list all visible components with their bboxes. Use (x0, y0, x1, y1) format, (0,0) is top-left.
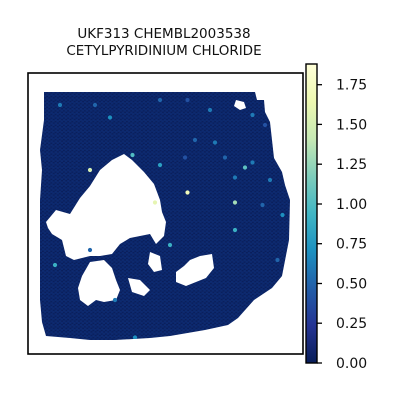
chart-title-line-1: UKF313 CHEMBL2003538 (77, 26, 250, 42)
spot-16 (250, 160, 255, 165)
chart-title-line-2: CETYLPYRIDINIUM CHLORIDE (66, 43, 261, 59)
colorbar-tick-label-3: 0.75 (336, 237, 367, 253)
spot-2 (157, 97, 163, 103)
spot-5 (207, 107, 213, 113)
spot-27 (52, 262, 58, 268)
spot-7 (262, 122, 268, 128)
tissue-heatmap (40, 92, 290, 340)
spot-26 (87, 247, 93, 253)
colorbar-tick-label-6: 1.50 (336, 117, 367, 133)
spot-13 (182, 155, 188, 160)
colorbar-tick-label-4: 1.00 (336, 197, 367, 213)
spot-9 (192, 137, 198, 143)
spot-6 (250, 112, 255, 118)
tissue-region (40, 92, 290, 340)
colorbar-tick-label-2: 0.50 (336, 277, 367, 293)
spot-28 (275, 257, 280, 263)
spot-1 (92, 102, 98, 108)
spot-23 (280, 212, 285, 218)
highlighted-spots (52, 97, 285, 340)
spot-21 (232, 200, 238, 205)
spot-4 (107, 115, 113, 120)
spot-24 (232, 227, 238, 233)
spot-22 (152, 200, 158, 205)
spot-10 (212, 140, 218, 145)
colorbar-ticks: 0.00 0.25 0.50 0.75 1.00 1.25 1.50 1.75 (317, 78, 367, 372)
spot-8 (87, 167, 93, 173)
spot-19 (185, 190, 190, 195)
spot-18 (267, 177, 273, 183)
spot-20 (260, 202, 265, 208)
spot-30 (132, 335, 138, 340)
spot-15 (242, 165, 248, 170)
colorbar-tick-label-0: 0.00 (336, 356, 367, 372)
spot-17 (232, 175, 238, 180)
spot-29 (112, 297, 118, 303)
spot-3 (185, 97, 190, 103)
colorbar-tick-label-7: 1.75 (336, 78, 367, 94)
colorbar-tick-label-1: 0.25 (336, 316, 367, 332)
spot-25 (167, 242, 173, 248)
spot-11 (157, 162, 163, 168)
spot-14 (222, 155, 228, 160)
spot-12 (130, 152, 135, 158)
colorbar (305, 63, 318, 364)
spot-0 (57, 102, 63, 108)
colorbar-tick-label-5: 1.25 (336, 157, 367, 173)
